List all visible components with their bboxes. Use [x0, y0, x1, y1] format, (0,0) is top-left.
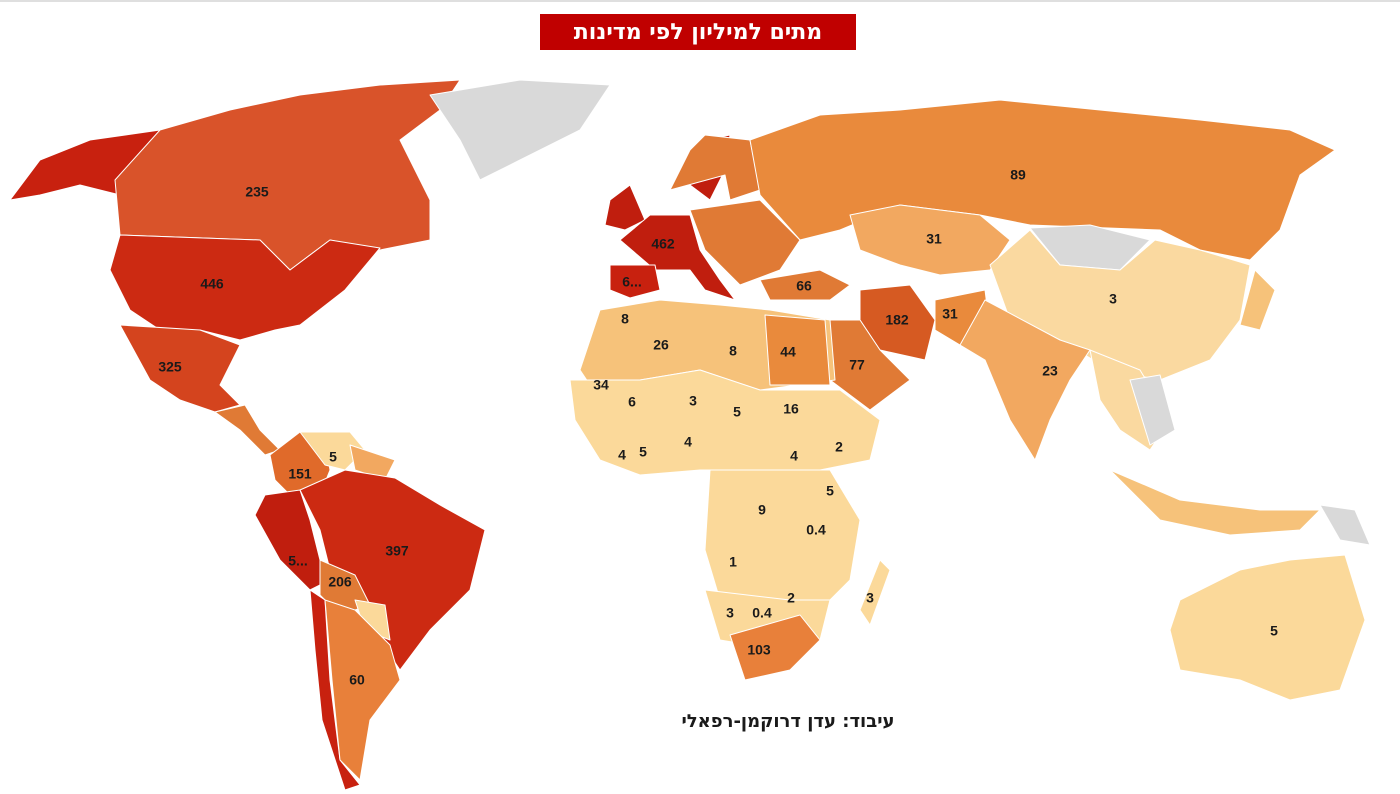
japan [1239, 269, 1276, 331]
country-label: 2 [787, 590, 795, 606]
country-label: 0.4 [752, 605, 772, 621]
country-label: 446 [200, 276, 224, 292]
west-africa [569, 369, 881, 476]
madagascar [859, 559, 891, 626]
country-label: 26 [653, 337, 669, 353]
country-label: 5 [1270, 623, 1278, 639]
country-label: 5 [733, 404, 741, 420]
country-label: 6... [622, 274, 641, 290]
central-africa [704, 469, 861, 601]
turkey [759, 269, 851, 301]
central-europe [689, 199, 801, 286]
country-label: 66 [796, 278, 812, 294]
country-label: 60 [349, 672, 365, 688]
country-label: 206 [328, 574, 352, 590]
country-label: 151 [288, 466, 312, 482]
country-label: 16 [783, 401, 799, 417]
map-title: מתים למיליון לפי מדינות [574, 20, 822, 45]
country-label: 31 [942, 306, 958, 322]
country-label: 103 [747, 642, 771, 658]
egypt [764, 314, 831, 386]
argentina [324, 599, 401, 781]
country-label: 325 [158, 359, 182, 375]
indochina [1129, 374, 1176, 446]
country-label: 77 [849, 357, 865, 373]
country-label: 2 [835, 439, 843, 455]
country-label: 462 [651, 236, 675, 252]
country-label: 397 [385, 543, 409, 559]
credit: עיבוד: עדן דרוקמן-רפאלי [681, 711, 894, 732]
country-label: 5 [639, 444, 647, 460]
country-label: 4 [684, 434, 692, 450]
indonesia [1109, 469, 1321, 536]
country-label: 1 [729, 554, 737, 570]
country-label: 5... [288, 553, 307, 569]
country-label: 23 [1042, 363, 1058, 379]
chile [309, 589, 361, 791]
country-label: 3 [726, 605, 734, 621]
central-america [214, 404, 281, 456]
greenland [429, 79, 611, 181]
usa [109, 234, 381, 341]
country-label: 182 [885, 312, 909, 328]
country-label: 0.4 [806, 522, 826, 538]
mexico [119, 324, 241, 413]
spain [609, 264, 661, 299]
uk [604, 184, 646, 231]
country-label: 9 [758, 502, 766, 518]
country-label: 5 [329, 449, 337, 465]
land [9, 79, 1371, 791]
country-label: 5 [826, 483, 834, 499]
png [1319, 504, 1371, 546]
country-label: 31 [926, 231, 942, 247]
country-label: 89 [1010, 167, 1026, 183]
country-label: 44 [780, 344, 796, 360]
country-label: 4 [790, 448, 798, 464]
western-europe [619, 214, 736, 301]
country-label: 8 [729, 343, 737, 359]
country-label: 3 [866, 590, 874, 606]
india [959, 299, 1091, 461]
country-label: 8 [621, 311, 629, 327]
south-africa [729, 614, 821, 681]
country-label: 4 [618, 447, 626, 463]
kazakhstan [849, 204, 1011, 276]
russia [749, 99, 1336, 261]
country-label: 3 [689, 393, 697, 409]
title-box [540, 14, 856, 50]
country-label: 235 [245, 184, 269, 200]
country-label: 3 [1109, 291, 1117, 307]
country-label: 6 [628, 394, 636, 410]
australia [1169, 554, 1366, 701]
country-label: 34 [593, 377, 609, 393]
